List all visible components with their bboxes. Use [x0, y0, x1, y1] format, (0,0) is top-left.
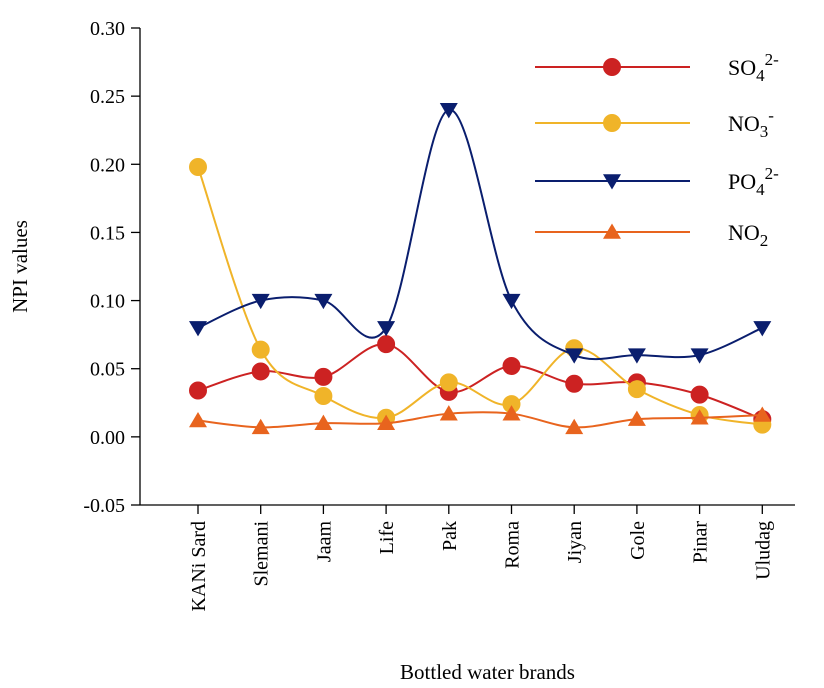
x-tick-label: Jiyan	[564, 521, 586, 563]
y-tick-label: 0.15	[90, 222, 125, 244]
x-tick-label: Slemani	[251, 521, 273, 587]
legend-label: NO3-	[728, 106, 774, 141]
data-point	[627, 410, 646, 426]
legend-label: NO2	[728, 220, 768, 250]
x-ticks: KANi Sard Slemani Jaam Life Pak Roma Jiyan Gole…	[188, 505, 774, 612]
y-tick-label: 0.30	[90, 18, 125, 40]
series-2	[189, 103, 772, 364]
series-line	[197, 108, 763, 361]
data-point	[690, 409, 709, 425]
data-point	[251, 340, 270, 359]
data-point	[565, 418, 584, 435]
legend: SO42- NO3- PO42- NO2	[535, 50, 779, 250]
y-ticks: -0.05 0.00 0.05 0.10 0.15 0.20 0.25 0.30	[83, 18, 140, 517]
data-point	[690, 348, 709, 364]
data-point	[627, 348, 646, 364]
x-tick-label: Life	[376, 521, 398, 554]
legend-swatch-marker	[603, 58, 621, 76]
data-point	[189, 158, 207, 177]
legend-label: SO42-	[728, 50, 779, 85]
data-point	[502, 356, 521, 375]
data-point	[189, 411, 207, 428]
data-point	[251, 418, 270, 435]
series-0	[189, 335, 772, 429]
y-tick-label: 0.00	[90, 427, 125, 449]
data-point	[439, 405, 458, 421]
y-tick-label: 0.25	[90, 86, 125, 108]
data-point	[377, 335, 396, 354]
x-tick-label: Uludag	[752, 521, 774, 580]
legend-item: NO3-	[535, 106, 774, 141]
x-tick-label: Roma	[502, 521, 524, 569]
data-point	[377, 414, 396, 430]
y-axis-title: NPI values	[8, 220, 32, 313]
data-point	[565, 348, 584, 364]
y-tick-label: -0.05	[83, 495, 125, 517]
data-point	[314, 414, 333, 430]
data-point	[753, 321, 772, 337]
data-point	[502, 293, 521, 310]
data-point	[314, 386, 333, 405]
legend-item: SO42-	[535, 50, 779, 85]
x-tick-label: Pinar	[690, 521, 712, 564]
x-tick-label: Jaam	[313, 521, 335, 563]
data-point	[627, 380, 646, 399]
data-point	[314, 367, 333, 386]
series-3	[189, 405, 772, 435]
legend-swatch-marker	[603, 174, 621, 190]
legend-item: PO42-	[535, 164, 779, 199]
data-point	[314, 293, 333, 310]
data-point	[251, 293, 270, 310]
series-1	[189, 158, 772, 434]
y-tick-label: 0.20	[90, 154, 125, 176]
series-layer	[189, 103, 772, 435]
data-point	[439, 373, 458, 392]
legend-swatch-marker	[603, 114, 621, 132]
legend-item: NO2	[535, 220, 768, 250]
data-point	[377, 321, 396, 337]
legend-label: PO42-	[728, 164, 779, 199]
x-tick-label: Pak	[439, 521, 461, 551]
series-line	[197, 343, 763, 421]
data-point	[690, 385, 709, 404]
x-tick-label: KANi Sard	[188, 521, 210, 612]
data-point	[502, 405, 521, 421]
y-tick-label: 0.10	[90, 291, 125, 313]
y-tick-label: 0.05	[90, 359, 125, 381]
data-point	[251, 362, 270, 381]
axes	[139, 28, 795, 506]
data-point	[189, 381, 207, 400]
data-point	[753, 406, 772, 422]
data-point	[439, 103, 458, 119]
series-line	[197, 411, 763, 429]
legend-swatch-marker	[603, 223, 621, 239]
data-point	[565, 374, 584, 393]
x-tick-label: Gole	[627, 521, 649, 560]
series-line	[197, 166, 763, 426]
x-axis-title: Bottled water brands	[400, 660, 575, 684]
data-point	[189, 321, 207, 337]
